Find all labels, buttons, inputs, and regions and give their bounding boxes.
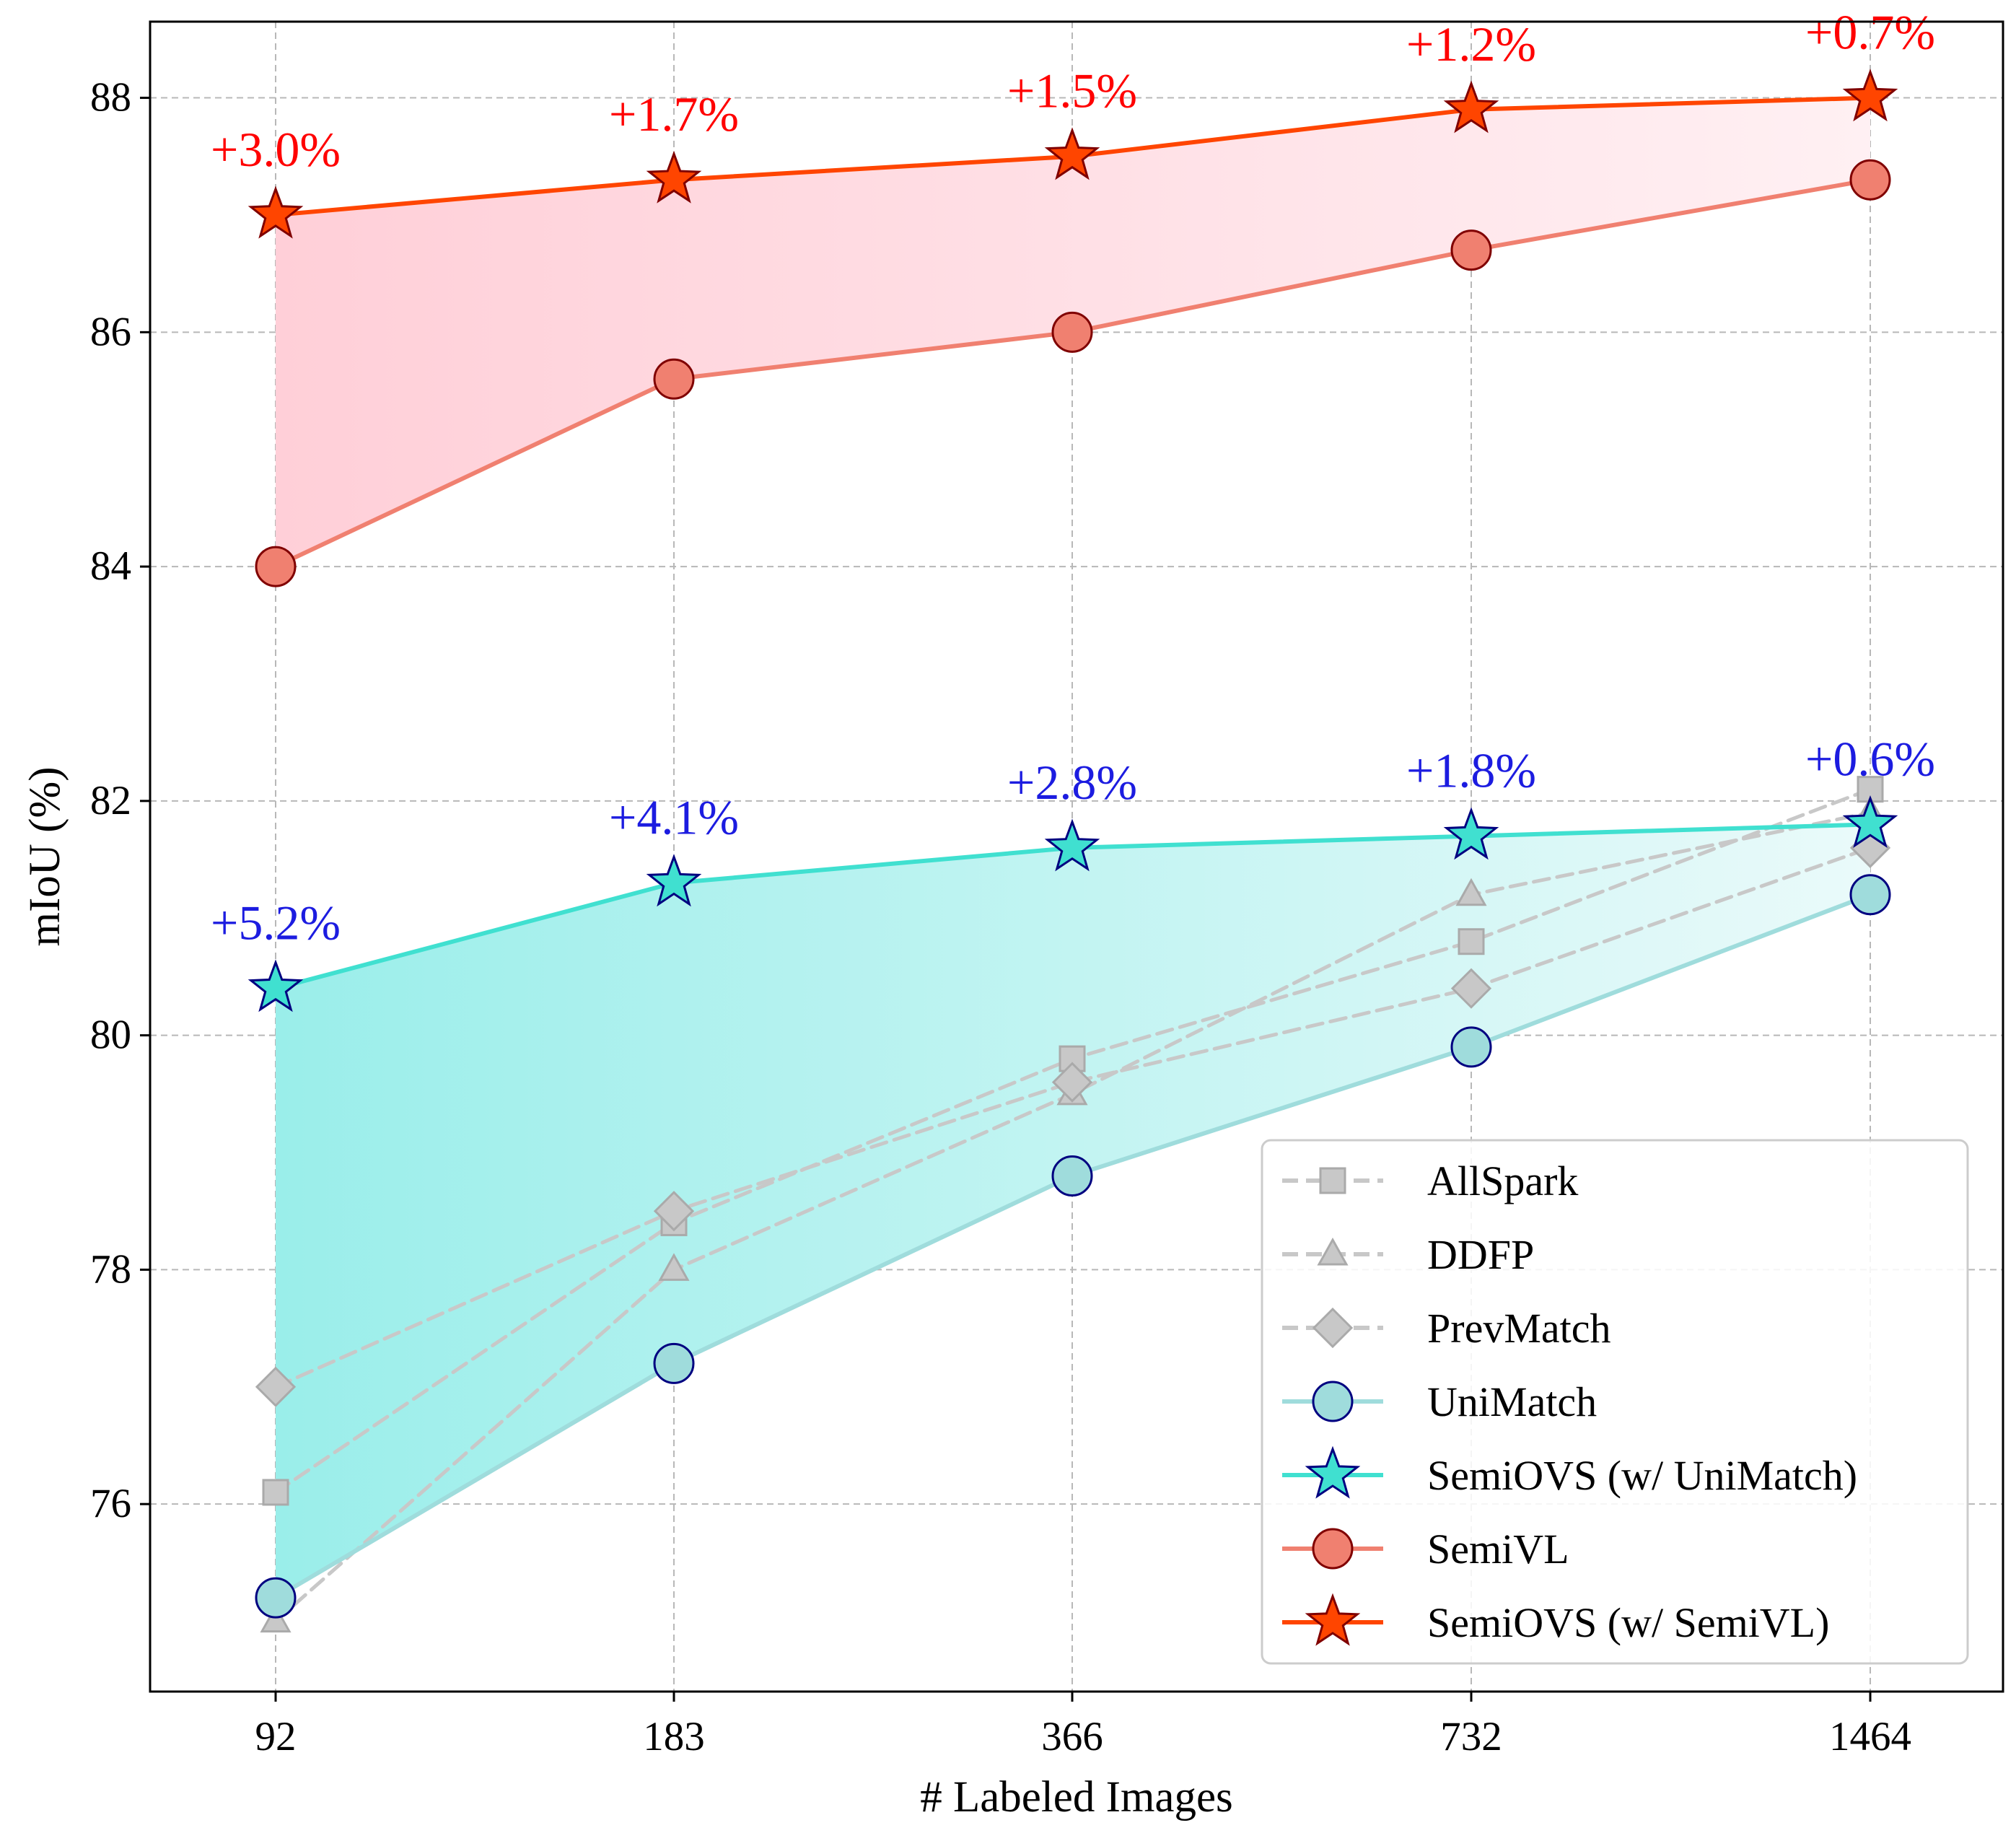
annotation-semiovs-w-semivl-732: +1.2% — [1406, 17, 1536, 71]
legend-item-prevmatch: PrevMatch — [1282, 1305, 1611, 1352]
x-tick-label-1464: 1464 — [1829, 1714, 1911, 1759]
annotation-semiovs-w-semivl-1464: +0.7% — [1805, 5, 1935, 60]
legend-marker-prevmatch — [1312, 1307, 1354, 1349]
marker-semivl-732 — [1450, 229, 1492, 271]
marker-allspark-92 — [262, 1479, 289, 1506]
series-line-prevmatch — [273, 846, 1872, 1389]
legend-marker-semiovs-w-unimatch — [1305, 1445, 1361, 1499]
annotation-semiovs-w-unimatch-732: +1.8% — [1406, 743, 1536, 798]
plot-frame — [149, 20, 2004, 1693]
legend-marker-semiovs-w-semivl — [1305, 1593, 1361, 1646]
legend-item-unimatch: UniMatch — [1282, 1378, 1597, 1425]
marker-prevmatch-92 — [255, 1366, 297, 1407]
marker-semiovs-w-semivl-1464 — [1842, 69, 1898, 122]
y-tick-label-88: 88 — [90, 75, 131, 121]
x-tick-label-183: 183 — [643, 1714, 705, 1759]
legend-label-ddfp: DDFP — [1427, 1231, 1534, 1278]
marker-semiovs-w-semivl-92 — [247, 185, 304, 239]
legend-marker-ddfp — [1317, 1237, 1349, 1266]
legend-label-semiovs-w-unimatch: SemiOVS (w/ UniMatch) — [1427, 1452, 1857, 1499]
marker-semivl-92 — [255, 546, 297, 587]
marker-unimatch-732 — [1450, 1026, 1492, 1068]
marker-semiovs-w-unimatch-183 — [646, 854, 702, 907]
x-tick-label-732: 732 — [1440, 1714, 1502, 1759]
marker-unimatch-366 — [1051, 1155, 1093, 1197]
marker-semivl-1464 — [1849, 159, 1891, 201]
marker-semivl-183 — [653, 358, 695, 400]
marker-semiovs-w-unimatch-732 — [1443, 807, 1499, 860]
legend-label-semiovs-w-semivl: SemiOVS (w/ SemiVL) — [1427, 1599, 1829, 1646]
marker-allspark-732 — [1458, 928, 1485, 955]
y-tick-label-76: 76 — [90, 1481, 131, 1526]
marker-ddfp-183 — [658, 1253, 690, 1281]
marker-semiovs-w-semivl-732 — [1443, 80, 1499, 134]
axis-ticks: 76 78 80 82 84 86 88 92 183 366 732 1464 — [90, 75, 1911, 1759]
x-axis-title: # Labeled Images — [920, 1773, 1233, 1821]
marker-ddfp-732 — [1455, 878, 1487, 906]
marker-semiovs-w-semivl-183 — [646, 150, 702, 204]
marker-semiovs-w-unimatch-366 — [1044, 818, 1100, 872]
marker-unimatch-1464 — [1849, 874, 1891, 916]
legend-item-semiovs-w-semivl: SemiOVS (w/ SemiVL) — [1282, 1593, 1829, 1646]
annotation-semiovs-w-semivl-366: +1.5% — [1007, 64, 1137, 118]
marker-prevmatch-366 — [1051, 1062, 1093, 1103]
legend: AllSpark DDFP PrevMatch UniMatch SemiOVS (w/… — [1261, 1139, 1969, 1665]
legend-marker-semivl — [1312, 1528, 1354, 1570]
legend-item-semiovs-w-unimatch: SemiOVS (w/ UniMatch) — [1282, 1445, 1857, 1499]
y-axis-title: mIoU (%) — [21, 766, 69, 946]
legend-label-allspark: AllSpark — [1427, 1158, 1578, 1204]
legend-marker-unimatch — [1312, 1381, 1354, 1422]
marker-prevmatch-732 — [1450, 968, 1492, 1009]
fill-semiovs-w-semivl — [276, 97, 1870, 567]
legend-label-unimatch: UniMatch — [1427, 1378, 1597, 1425]
legend-box — [1261, 1139, 1969, 1665]
legend-label-semivl: SemiVL — [1427, 1526, 1569, 1572]
y-tick-label-82: 82 — [90, 778, 131, 823]
y-tick-label-78: 78 — [90, 1246, 131, 1292]
marker-ddfp-92 — [260, 1604, 292, 1633]
legend-item-semivl: SemiVL — [1282, 1526, 1569, 1572]
y-tick-label-84: 84 — [90, 543, 131, 589]
marker-semiovs-w-unimatch-1464 — [1842, 795, 1898, 849]
x-tick-label-92: 92 — [255, 1714, 297, 1759]
annotation-semiovs-w-semivl-183: +1.7% — [609, 87, 739, 141]
fill-semiovs-w-unimatch — [276, 824, 1870, 1598]
marker-prevmatch-183 — [653, 1191, 695, 1232]
marker-semivl-366 — [1051, 311, 1093, 353]
y-tick-label-86: 86 — [90, 309, 131, 354]
legend-item-allspark: AllSpark — [1282, 1158, 1578, 1204]
annotation-semiovs-w-unimatch-92: +5.2% — [211, 896, 341, 950]
y-tick-label-80: 80 — [90, 1012, 131, 1058]
x-tick-label-366: 366 — [1041, 1714, 1103, 1759]
legend-item-ddfp: DDFP — [1282, 1231, 1534, 1278]
annotation-semiovs-w-unimatch-1464: +0.6% — [1805, 731, 1935, 786]
annotations: +3.0% +1.7% +1.5% +1.2% +0.7% +5.2% +4.1% +2.8%… — [211, 5, 1935, 950]
annotation-semiovs-w-unimatch-366: +2.8% — [1007, 755, 1137, 810]
fill-areas — [276, 97, 1870, 1598]
legend-label-prevmatch: PrevMatch — [1427, 1305, 1611, 1352]
annotation-semiovs-w-unimatch-183: +4.1% — [609, 790, 739, 845]
marker-unimatch-183 — [653, 1342, 695, 1384]
annotation-semiovs-w-semivl-92: +3.0% — [211, 122, 341, 177]
legend-marker-allspark — [1319, 1167, 1346, 1194]
marker-semiovs-w-semivl-366 — [1044, 127, 1100, 180]
marker-semiovs-w-unimatch-92 — [247, 959, 304, 1012]
series-markers — [247, 69, 1898, 1633]
marker-unimatch-92 — [255, 1577, 297, 1619]
